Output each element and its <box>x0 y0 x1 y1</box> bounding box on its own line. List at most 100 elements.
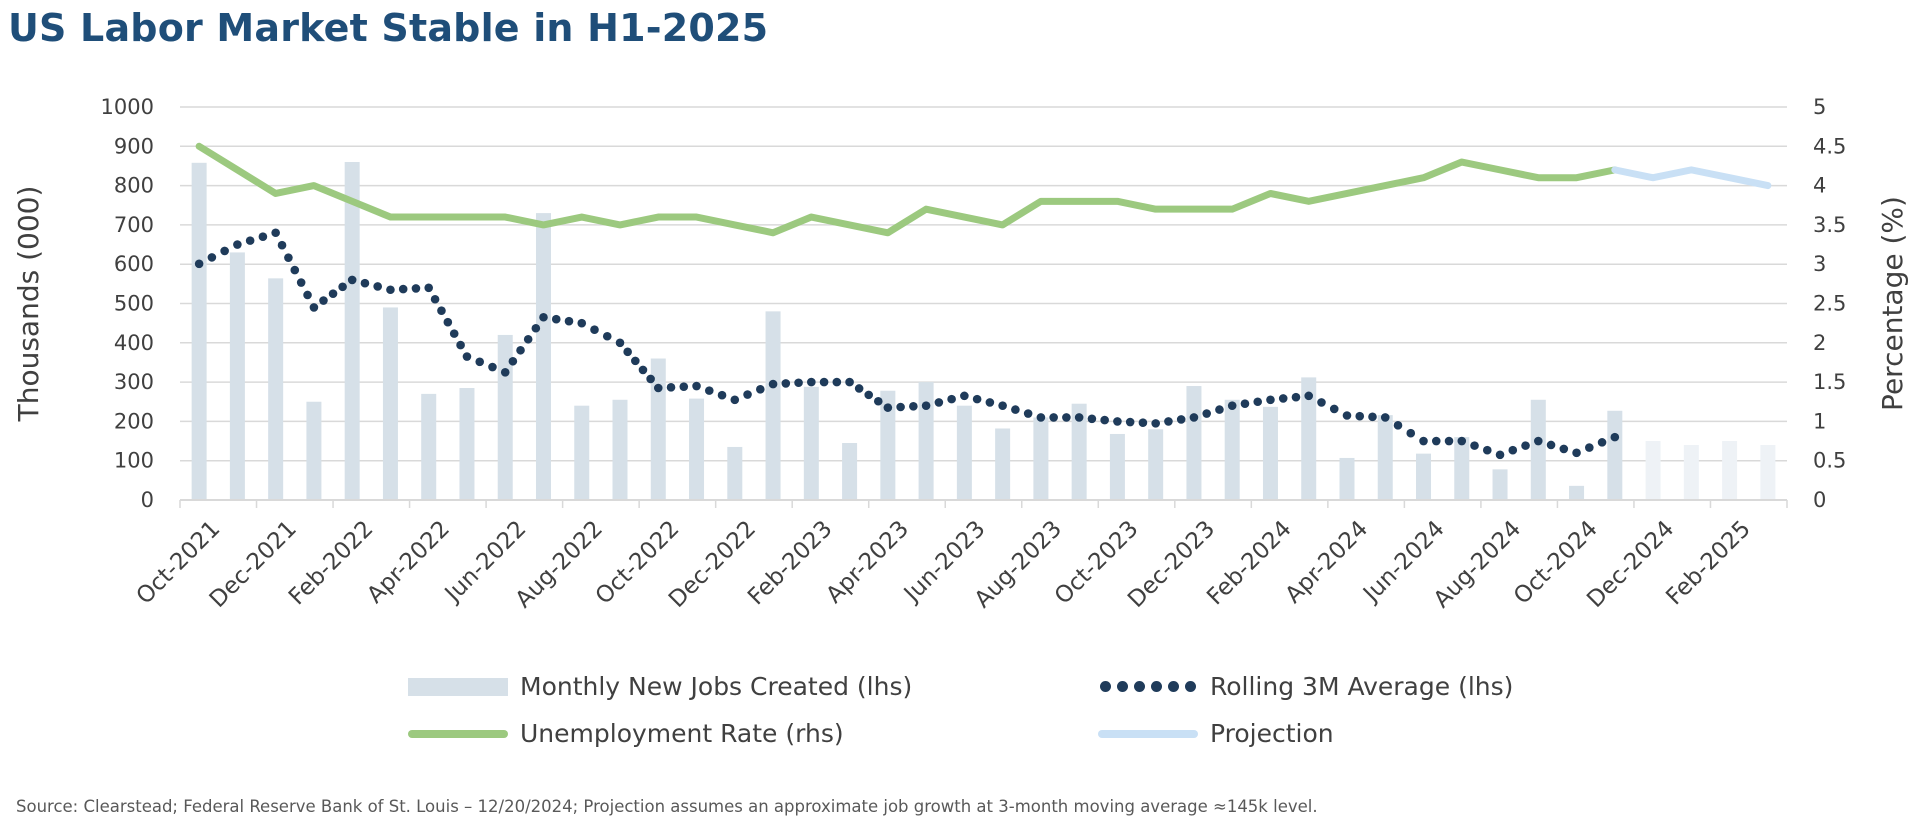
rolling-average-dot <box>934 398 944 407</box>
projection-line <box>1611 166 1772 190</box>
rolling-average-point <box>768 379 778 389</box>
rolling-average-point <box>500 367 510 377</box>
x-tick-label: Feb-2022 <box>284 516 378 610</box>
rolling-average-dot <box>1368 412 1377 422</box>
y-tick-label-left: 600 <box>114 252 154 276</box>
rolling-average-dot <box>1317 398 1326 407</box>
rolling-average-dot <box>443 317 453 327</box>
chart-title: US Labor Market Stable in H1-2025 <box>8 6 769 50</box>
projected-jobs-bar <box>1760 444 1776 500</box>
gridlines <box>180 106 1787 462</box>
source-note: Source: Clearstead; Federal Reserve Bank… <box>16 797 1318 816</box>
rolling-average-dot <box>437 306 446 316</box>
jobs-bar <box>1262 406 1278 500</box>
rolling-average-dot <box>602 331 612 341</box>
jobs-bar <box>229 252 245 500</box>
jobs-bar <box>1071 403 1087 500</box>
y-tick-label-left: 100 <box>114 449 154 473</box>
jobs-bar <box>1530 399 1546 500</box>
y-tick-label-left: 200 <box>114 409 154 433</box>
rolling-average-point <box>615 338 625 348</box>
x-tick-label: Apr-2024 <box>1280 516 1373 609</box>
rolling-average-dot <box>1444 436 1454 446</box>
rolling-average-dot <box>456 340 465 350</box>
rolling-average-dot <box>873 396 883 406</box>
rolling-average-dot <box>864 390 874 400</box>
projected-jobs-bar <box>1683 444 1699 500</box>
rolling-average-dots <box>194 228 1620 460</box>
jobs-bar <box>1607 410 1623 500</box>
rolling-average-dot <box>1559 444 1569 454</box>
rolling-average-dot <box>1164 417 1173 426</box>
y-tick-label-left: 700 <box>114 213 154 237</box>
rolling-average-dot <box>794 378 803 388</box>
rolling-average-point <box>1266 395 1275 405</box>
rolling-average-dot <box>475 357 485 367</box>
rolling-average-point <box>194 259 204 269</box>
jobs-bar <box>689 398 705 500</box>
rolling-average-point <box>883 403 893 412</box>
rolling-average-dot <box>646 374 655 384</box>
y-tick-label-right: 1 <box>1813 409 1826 433</box>
rolling-average-dot <box>523 334 533 344</box>
rolling-average-dot <box>1470 441 1479 450</box>
rolling-average-dot <box>1215 405 1224 414</box>
rolling-average-dot <box>207 253 217 262</box>
rolling-average-dot <box>1329 404 1339 414</box>
jobs-bar <box>191 162 207 500</box>
unemployment-rate-line <box>195 142 1619 237</box>
jobs-bar <box>612 399 628 500</box>
jobs-bar <box>727 446 743 500</box>
rolling-average-point <box>233 240 242 249</box>
rolling-average-point <box>577 318 587 328</box>
y-tick-label-right: 1.5 <box>1813 370 1846 394</box>
jobs-bar <box>268 278 284 500</box>
rolling-average-dot <box>328 289 338 298</box>
rolling-average-point <box>1610 432 1620 442</box>
rolling-average-dot <box>666 383 676 392</box>
rolling-average-point <box>1227 401 1237 410</box>
rolling-average-point <box>539 312 548 322</box>
jobs-bar <box>842 443 858 500</box>
rolling-average-dot <box>717 390 727 400</box>
y-tick-label-right: 0.5 <box>1813 449 1846 473</box>
rolling-average-point <box>807 377 816 387</box>
rolling-average-dot <box>743 390 752 399</box>
projected-jobs-bar <box>1722 441 1738 500</box>
jobs-bar <box>1339 457 1355 500</box>
jobs-bar <box>421 393 437 500</box>
unemployment-line <box>195 142 1772 237</box>
rolling-average-point <box>1304 391 1314 401</box>
x-tick-label: Apr-2022 <box>362 516 455 609</box>
rolling-average-point <box>1151 419 1160 428</box>
y-tick-label-right: 3.5 <box>1813 213 1846 237</box>
rolling-average-dot <box>449 329 459 338</box>
rolling-average-point <box>271 228 280 238</box>
rolling-average-dot <box>1546 440 1556 450</box>
jobs-bar <box>1148 429 1164 500</box>
rolling-average-dot <box>1355 411 1365 421</box>
jobs-bar <box>1569 485 1585 500</box>
jobs-bar <box>1454 437 1470 500</box>
rolling-average-dot <box>1406 428 1416 438</box>
x-tick-label: Feb-2024 <box>1202 516 1296 610</box>
jobs-bar <box>1186 386 1202 500</box>
rolling-average-dot <box>551 314 561 324</box>
rolling-average-point <box>1342 411 1352 420</box>
rolling-average-dot <box>1062 413 1071 422</box>
jobs-bar <box>1301 377 1317 500</box>
jobs-bar <box>574 405 590 500</box>
rolling-average-point <box>386 285 395 295</box>
rolling-average-dot <box>303 290 312 300</box>
y-tick-label-right: 0 <box>1813 488 1826 512</box>
rolling-average-dot <box>398 284 408 294</box>
y-tick-label-right: 5 <box>1813 95 1826 119</box>
y-tick-label-left: 0 <box>141 488 154 512</box>
rolling-average-dot <box>638 365 648 375</box>
rolling-average-dot <box>319 296 328 305</box>
rolling-average-dot <box>1585 443 1594 452</box>
rolling-average-dot <box>245 236 255 245</box>
rolling-average-dot <box>1138 418 1148 428</box>
rolling-average-dot <box>296 278 306 287</box>
